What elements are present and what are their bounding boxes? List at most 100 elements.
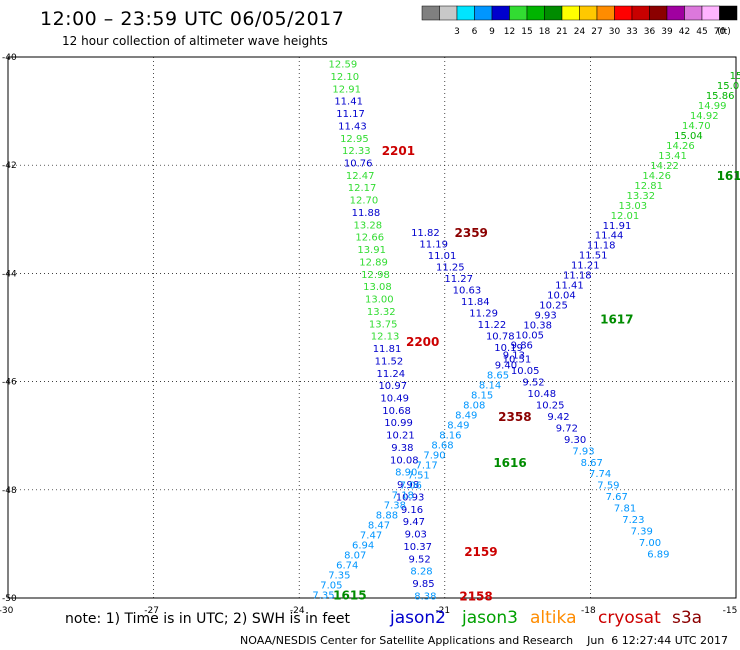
pass-time-label: 2358 (498, 410, 531, 424)
pass-time-label: 2158 (459, 589, 492, 603)
wave-height-label: 12.89 (359, 257, 388, 268)
pass-time-label: 2201 (382, 144, 415, 158)
colorbar-tick-label: 36 (644, 27, 656, 37)
wave-height-label: 10.93 (396, 492, 425, 503)
colorbar-tick-label: 42 (679, 27, 690, 37)
wave-height-label: 12.95 (340, 134, 369, 145)
colorbar-tick-label: 27 (591, 27, 602, 37)
wave-height-label: 13.00 (365, 295, 394, 306)
wave-height-label: 8.65 (487, 371, 509, 382)
wave-height-label: 10.05 (511, 366, 540, 377)
wave-height-label: 8.16 (439, 430, 461, 441)
wave-height-label: 8.14 (479, 381, 501, 392)
wave-height-label: 8.68 (431, 440, 453, 451)
wave-height-label: 7.47 (360, 530, 382, 541)
wave-height-label: 12.66 (355, 233, 384, 244)
pass-time-label: 2200 (406, 335, 439, 349)
wave-height-label: 11.44 (595, 231, 624, 242)
wave-height-label: 10.19 (494, 343, 523, 354)
pass-time-label: 1616 (493, 456, 526, 470)
wave-height-label: 12.91 (332, 84, 361, 95)
wave-height-label: 15.86 (706, 91, 735, 102)
wave-height-label: 9.86 (511, 341, 533, 352)
wave-height-label: 7.23 (622, 515, 644, 526)
colorbar-unit-label: (ft) (717, 27, 731, 37)
units-note: note: 1) Time is in UTC; 2) SWH is in fe… (65, 611, 351, 627)
wave-height-label: 10.37 (403, 542, 432, 553)
wave-height-label: 15.0 (717, 81, 739, 92)
legend-satellite-jason2: jason2 (390, 608, 446, 628)
wave-height-label: 9.38 (391, 443, 413, 454)
colorbar-tick-label: 33 (626, 27, 637, 37)
wave-height-label: 13.32 (626, 191, 655, 202)
wave-height-label: 12.47 (346, 171, 375, 182)
wave-height-label: 12.98 (361, 270, 390, 281)
wave-height-label: 11.41 (334, 97, 363, 108)
wave-height-label: 6.74 (336, 560, 358, 571)
wave-height-label: 11.25 (436, 262, 465, 273)
y-tick-label: -44 (2, 269, 17, 279)
wave-height-label: 13.75 (369, 319, 398, 330)
wave-height-label: 11.19 (419, 239, 448, 250)
wave-height-label: 7.74 (589, 469, 611, 480)
wave-height-label: 9.93 (534, 311, 556, 322)
wave-height-label: 6.89 (647, 550, 669, 561)
wave-height-label: 10.25 (539, 301, 568, 312)
colorbar-tick-label: 21 (556, 27, 567, 37)
wave-height-label: 11.21 (571, 261, 600, 272)
wave-height-label: 7.05 (320, 580, 342, 591)
wave-height-label: 10.51 (503, 354, 532, 365)
plot-frame (7, 56, 737, 599)
x-tick-label: -24 (290, 606, 305, 616)
colorbar-tick-label: 30 (609, 27, 621, 37)
wave-height-label: 12.13 (371, 332, 400, 343)
chart-title: 12:00 – 23:59 UTC 06/05/2017 (40, 8, 345, 30)
x-tick-label: -15 (723, 606, 738, 616)
wave-height-label: 11.52 (375, 356, 404, 367)
wave-height-label: 11.43 (338, 121, 367, 132)
wave-height-label: 7.18 (392, 490, 414, 501)
wave-height-label: 9.40 (495, 361, 517, 372)
colorbar-tick-label: 9 (489, 27, 495, 37)
legend-satellite-jason3: jason3 (462, 608, 518, 628)
wave-height-label: 10.97 (378, 381, 407, 392)
wave-height-label: 14.70 (682, 121, 711, 132)
x-tick-label: -30 (0, 606, 14, 616)
wave-height-label: 13.91 (357, 245, 386, 256)
wave-height-label: 9.52 (522, 377, 544, 388)
wave-height-label: 7.38 (384, 500, 406, 511)
y-tick-label: -48 (2, 486, 17, 496)
wave-height-label: 11.88 (352, 208, 381, 219)
colorbar-tick-label: 18 (539, 27, 551, 37)
wave-height-label: 8.49 (455, 411, 477, 422)
wave-height-label: 15.04 (674, 131, 703, 142)
wave-height-label: 8.67 (581, 458, 603, 469)
wave-height-label: 6.94 (352, 540, 374, 551)
wave-height-label: 8.49 (447, 421, 469, 432)
colorbar-cell (719, 5, 738, 21)
wave-height-label: 11.82 (411, 228, 440, 239)
colorbar-tick-label: 39 (661, 27, 673, 37)
wave-height-label: 12.17 (348, 183, 377, 194)
wave-height-label: 8.47 (368, 520, 390, 531)
wave-height-label: 8.15 (471, 391, 493, 402)
x-tick-label: -21 (435, 606, 450, 616)
chart-subtitle: 12 hour collection of altimeter wave hei… (62, 34, 328, 48)
colorbar-tick-label: 12 (504, 27, 515, 37)
wave-height-label: 9.03 (405, 530, 427, 541)
wave-height-label: 13.03 (619, 201, 648, 212)
wave-height-label: 10.68 (382, 406, 411, 417)
colorbar-tick-label: 70 (714, 27, 726, 37)
wave-height-label: 9.47 (403, 517, 425, 528)
colorbar-tick-label: 6 (472, 27, 478, 37)
wave-height-label: 11.24 (377, 369, 406, 380)
wave-height-label: 13.28 (354, 220, 383, 231)
pass-time-label: 2359 (455, 226, 488, 240)
wave-height-label: 14.22 (650, 161, 679, 172)
wave-height-label: 14.99 (698, 101, 727, 112)
wave-height-label: 9.30 (564, 435, 586, 446)
wave-height-label: 8.08 (463, 401, 485, 412)
legend-satellite-s3a: s3a (672, 608, 703, 628)
wave-height-label: 7.00 (639, 538, 661, 549)
